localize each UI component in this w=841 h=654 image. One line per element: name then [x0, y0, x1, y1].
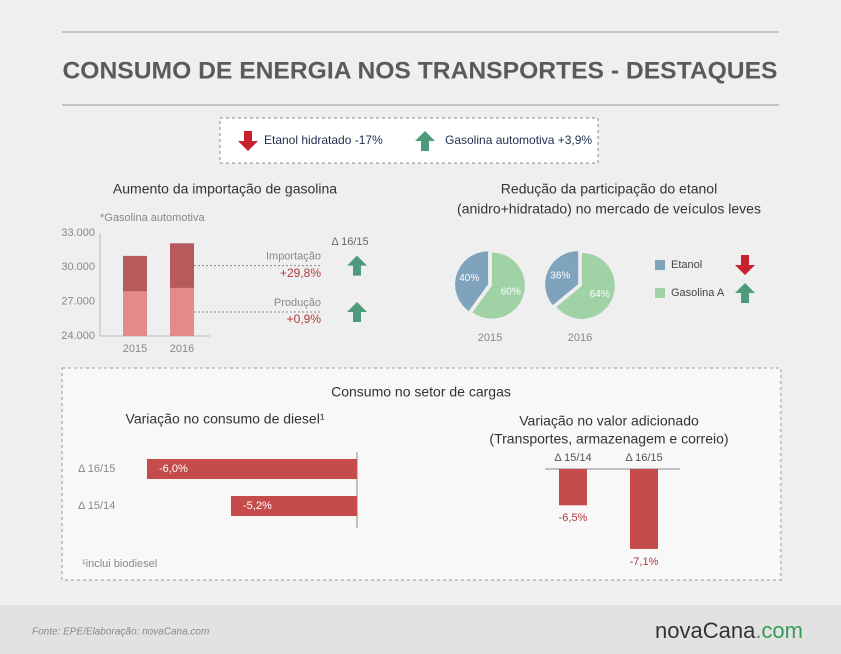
bar: [231, 496, 357, 516]
bar-segment: [123, 291, 147, 336]
x-tick-label: Δ 15/14: [554, 452, 591, 464]
section-title: Consumo no setor de cargas: [331, 384, 511, 400]
arrow-up: [347, 255, 367, 276]
highlight-box: [219, 117, 599, 164]
chart-title: (anidro+hidratado) no mercado de veículo…: [457, 201, 761, 217]
pie-label: 36%: [550, 270, 570, 281]
chart-subtitle: *Gasolina automotiva: [100, 212, 205, 224]
legend-label: Gasolina A: [671, 287, 725, 299]
bar: [630, 469, 658, 549]
value-label: -6,0%: [159, 463, 188, 475]
highlight: Gasolina automotiva +3,9%: [445, 133, 592, 147]
arrow-down: [735, 255, 755, 275]
y-tick-label: 30.000: [61, 261, 95, 273]
legend-swatch: [655, 288, 665, 298]
y-tick-label: 33.000: [61, 227, 95, 239]
chart-title: (Transportes, armazenagem e correio): [489, 431, 728, 447]
chart-title: Variação no valor adicionado: [519, 413, 699, 429]
pie-label: 60%: [501, 286, 521, 297]
x-tick-label: 2015: [123, 343, 147, 355]
arrow-down: [238, 131, 258, 151]
y-tick-label: Δ 15/14: [78, 500, 115, 512]
series-change: +0,9%: [287, 312, 322, 326]
arrow-up: [735, 283, 755, 303]
change-header: Δ 16/15: [331, 236, 368, 248]
pie-label: 64%: [590, 289, 610, 300]
pie-slice: [455, 251, 489, 312]
bar-segment: [170, 243, 194, 288]
arrow-up: [347, 301, 367, 322]
value-label: -6,5%: [559, 512, 588, 524]
series-name: Produção: [274, 297, 321, 309]
value-label: -7,1%: [630, 556, 659, 568]
y-tick-label: Δ 16/15: [78, 463, 115, 475]
footer: [0, 605, 841, 654]
legend-label: Etanol: [671, 259, 702, 271]
bar: [147, 459, 357, 479]
pie-name: 2016: [568, 332, 592, 344]
y-tick-label: 27.000: [61, 296, 95, 308]
logo: novaCana.com: [655, 618, 803, 643]
pie-name: 2015: [478, 332, 502, 344]
source: Fonte: EPE/Elaboração: novaCana.com: [32, 627, 209, 638]
value-label: -5,2%: [243, 500, 272, 512]
logo-suffix: .com: [755, 618, 803, 643]
pie-slice: [556, 252, 615, 319]
logo-name: novaCana: [655, 618, 756, 643]
note: ¹inclui biodiesel: [82, 558, 157, 570]
pie-slice: [545, 251, 579, 306]
chart-title: Aumento da importação de gasolina: [113, 181, 337, 197]
legend-swatch: [655, 260, 665, 270]
page-title: CONSUMO DE ENERGIA NOS TRANSPORTES - DES…: [63, 57, 778, 84]
x-tick-label: 2016: [170, 343, 194, 355]
chart-title: Variação no consumo de diesel¹: [126, 411, 325, 427]
chart-title: Redução da participação do etanol: [501, 181, 717, 197]
bar: [559, 469, 587, 506]
pie-label: 40%: [459, 273, 479, 284]
series-name: Importação: [266, 251, 321, 263]
x-tick-label: Δ 16/15: [625, 452, 662, 464]
bar-segment: [123, 255, 147, 292]
bar-segment: [170, 287, 194, 336]
highlight: Etanol hidratado -17%: [264, 133, 383, 147]
y-tick-label: 24.000: [61, 330, 95, 342]
series-change: +29,8%: [280, 266, 321, 280]
pie-slice: [472, 252, 525, 319]
arrow-up: [415, 131, 435, 151]
